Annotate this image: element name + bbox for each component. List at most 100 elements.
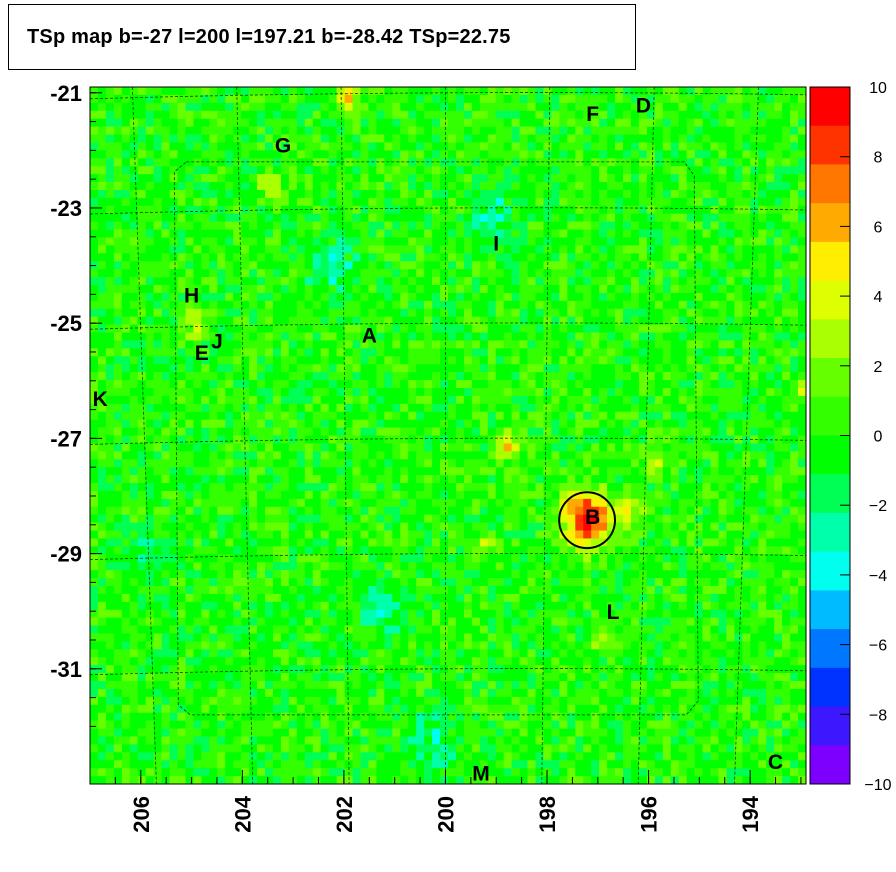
heatmap-cell xyxy=(630,205,640,215)
heatmap-cell xyxy=(575,475,584,484)
heatmap-cell xyxy=(503,189,512,199)
heatmap-cell xyxy=(479,110,489,119)
heatmap-cell xyxy=(272,237,282,246)
heatmap-cell xyxy=(408,118,417,127)
heatmap-cell xyxy=(145,110,154,119)
heatmap-cell xyxy=(710,403,719,413)
heatmap-cell xyxy=(392,237,401,246)
heatmap-cell xyxy=(153,443,162,452)
heatmap-cell xyxy=(463,356,473,365)
heatmap-cell xyxy=(121,197,131,207)
heatmap-cell xyxy=(551,221,560,230)
heatmap-cell xyxy=(336,427,345,436)
heatmap-cell xyxy=(623,118,632,127)
heatmap-cell xyxy=(718,395,727,405)
heatmap-cell xyxy=(718,443,727,452)
heatmap-cell xyxy=(710,142,719,151)
heatmap-cell xyxy=(145,506,154,515)
heatmap-cell xyxy=(702,245,711,254)
heatmap-cell xyxy=(392,142,401,151)
heatmap-cell xyxy=(121,332,131,341)
heatmap-cell xyxy=(615,197,624,207)
heatmap-cell xyxy=(257,506,266,515)
heatmap-cell xyxy=(97,427,107,436)
heatmap-cell xyxy=(376,364,385,373)
heatmap-cell xyxy=(591,514,600,523)
heatmap-cell xyxy=(129,261,139,270)
heatmap-cell xyxy=(392,94,401,104)
heatmap-cell xyxy=(384,435,393,444)
heatmap-cell xyxy=(424,229,433,238)
heatmap-cell xyxy=(408,94,417,104)
heatmap-cell xyxy=(718,364,727,373)
heatmap-cell xyxy=(304,261,314,270)
heatmap-cell xyxy=(535,300,544,310)
heatmap-cell xyxy=(798,189,806,199)
heatmap-cell xyxy=(607,142,616,151)
heatmap-cell xyxy=(312,205,322,215)
heatmap-cell xyxy=(368,514,377,523)
heatmap-cell xyxy=(495,142,504,151)
heatmap-cell xyxy=(360,348,369,357)
heatmap-cell xyxy=(646,395,656,405)
heatmap-cell xyxy=(678,118,687,127)
heatmap-cell xyxy=(288,269,298,278)
heatmap-cell xyxy=(233,269,242,278)
heatmap-cell xyxy=(455,229,465,238)
heatmap-cell xyxy=(503,269,512,278)
heatmap-cell xyxy=(113,261,123,270)
heatmap-cell xyxy=(646,308,656,317)
heatmap-cell xyxy=(97,332,107,341)
heatmap-cell xyxy=(519,197,528,207)
heatmap-cell xyxy=(177,221,186,230)
heatmap-cell xyxy=(734,182,743,191)
heatmap-cell xyxy=(471,221,481,230)
heatmap-cell xyxy=(384,475,393,484)
heatmap-cell xyxy=(718,229,727,238)
heatmap-cell xyxy=(304,340,314,349)
heatmap-cell xyxy=(169,467,178,476)
heatmap-cell xyxy=(654,459,664,468)
heatmap-cell xyxy=(798,467,806,476)
heatmap-cell xyxy=(455,435,465,444)
heatmap-cell xyxy=(432,340,441,349)
heatmap-cell xyxy=(249,126,258,135)
heatmap-cell xyxy=(766,459,775,468)
heatmap-cell xyxy=(654,285,664,294)
heatmap-cell xyxy=(249,158,258,167)
heatmap-cell xyxy=(368,158,377,167)
heatmap-cell xyxy=(408,443,417,452)
heatmap-cell xyxy=(766,475,775,484)
heatmap-cell xyxy=(455,292,465,302)
heatmap-cell xyxy=(416,348,425,357)
heatmap-cell xyxy=(623,435,632,444)
heatmap-cell xyxy=(790,87,799,96)
heatmap-cell xyxy=(113,506,123,515)
heatmap-cell xyxy=(798,102,806,112)
heatmap-cell xyxy=(336,221,345,230)
heatmap-cell xyxy=(312,253,322,262)
heatmap-cell xyxy=(511,300,520,310)
heatmap-cell xyxy=(129,126,139,135)
heatmap-cell xyxy=(312,166,322,175)
heatmap-cell xyxy=(105,459,115,468)
heatmap-cell xyxy=(161,221,170,230)
heatmap-cell xyxy=(607,126,616,135)
heatmap-cell xyxy=(742,285,751,294)
heatmap-cell xyxy=(376,253,385,262)
heatmap-cell xyxy=(217,435,226,444)
heatmap-cell xyxy=(479,443,489,452)
heatmap-cell xyxy=(225,197,234,207)
heatmap-cell xyxy=(750,308,759,317)
heatmap-cell xyxy=(352,150,361,159)
heatmap-cell xyxy=(623,237,632,246)
heatmap-cell xyxy=(519,364,528,373)
heatmap-cell xyxy=(726,285,735,294)
heatmap-cell xyxy=(782,292,791,302)
heatmap-cell xyxy=(527,174,536,183)
heatmap-cell xyxy=(686,459,695,468)
heatmap-cell xyxy=(233,514,242,523)
heatmap-cell xyxy=(471,245,481,254)
heatmap-cell xyxy=(113,387,123,397)
heatmap-cell xyxy=(296,237,306,246)
